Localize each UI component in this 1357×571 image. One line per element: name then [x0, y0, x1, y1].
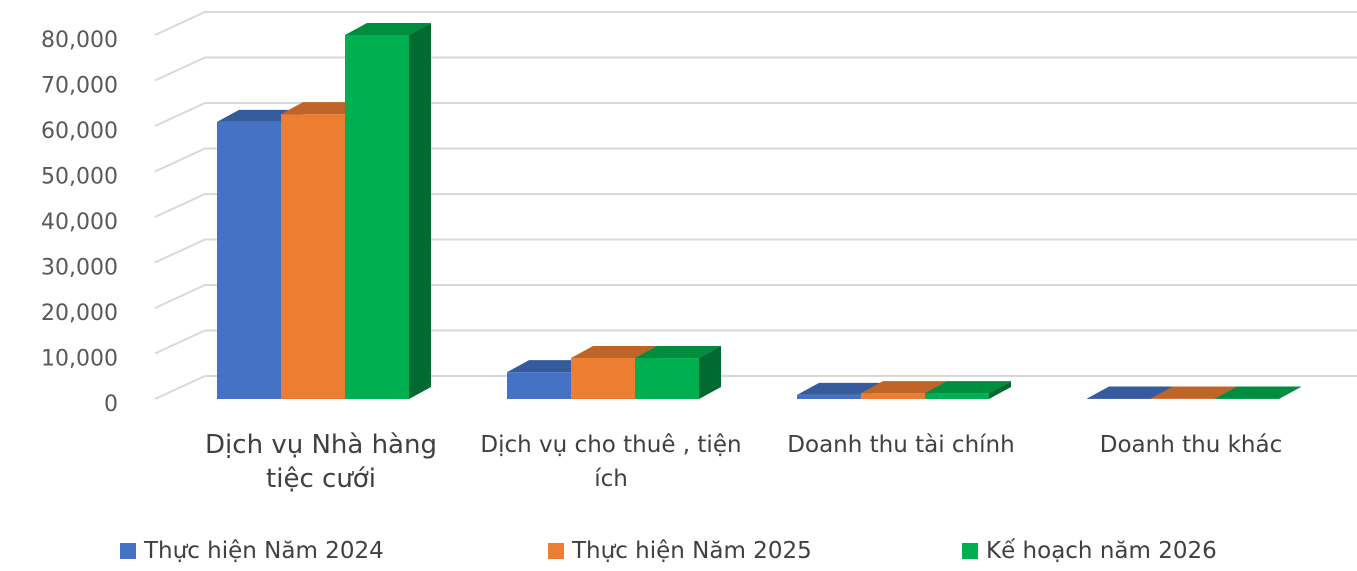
- legend-swatch: [120, 543, 136, 559]
- bar-side: [989, 381, 1011, 399]
- y-tick-label: 60,000: [41, 119, 118, 144]
- x-tick-label: Doanh thu khác: [1099, 432, 1283, 458]
- bar-front: [217, 121, 281, 399]
- bar: [635, 346, 721, 399]
- bar-top: [797, 382, 883, 395]
- bar-top: [345, 23, 431, 35]
- y-tick-label: 20,000: [41, 301, 118, 326]
- bar-front: [571, 358, 635, 399]
- bar-front: [507, 372, 571, 399]
- y-tick-label: 70,000: [41, 74, 118, 99]
- bar: [1215, 386, 1301, 399]
- grid-line: [154, 284, 1357, 309]
- grid-line: [154, 329, 1357, 355]
- bar-front: [345, 35, 409, 399]
- y-tick-label: 40,000: [41, 210, 118, 235]
- y-tick-label: 30,000: [41, 256, 118, 281]
- legend-swatch: [548, 543, 564, 559]
- bar-top: [861, 381, 947, 394]
- grid-line: [154, 147, 1357, 173]
- grid-line: [154, 11, 1357, 36]
- x-tick-label: Dịch vụ Nhà hàng tiệc cưới: [205, 430, 437, 494]
- legend-swatch: [962, 543, 978, 559]
- bar: [925, 381, 1011, 399]
- y-tick-label: 0: [104, 392, 118, 417]
- grid-line: [154, 56, 1357, 82]
- legend-item: Kế hoạch năm 2026: [962, 538, 1217, 564]
- bar-front: [861, 393, 925, 399]
- bar-top: [635, 346, 721, 359]
- x-tick-label: Dịch vụ cho thuê , tiện ích: [480, 432, 742, 492]
- y-tick-label: 10,000: [41, 347, 118, 372]
- x-tick-label: Doanh thu tài chính: [787, 432, 1015, 458]
- bar: [345, 23, 431, 399]
- bar-front: [635, 358, 699, 399]
- legend-item: Thực hiện Năm 2025: [548, 538, 812, 564]
- legend-label: Thực hiện Năm 2024: [144, 538, 384, 564]
- grid-line: [154, 193, 1357, 218]
- bar-front: [797, 394, 861, 399]
- legend-label: Thực hiện Năm 2025: [572, 538, 812, 564]
- bar-front: [281, 114, 345, 400]
- legend-item: Thực hiện Năm 2024: [120, 538, 384, 564]
- bar-side: [1279, 386, 1301, 399]
- grid-line: [154, 375, 1357, 400]
- bar-top: [925, 381, 1011, 394]
- bar-top: [1151, 386, 1237, 399]
- bar-side: [409, 23, 431, 399]
- y-tick-label: 80,000: [41, 28, 118, 53]
- legend-label: Kế hoạch năm 2026: [986, 538, 1217, 564]
- bar-front: [925, 393, 989, 399]
- y-tick-label: 50,000: [41, 165, 118, 190]
- bar-top: [1087, 386, 1173, 399]
- bar-side: [699, 346, 721, 399]
- bar-top: [1215, 386, 1301, 399]
- grid-line: [154, 102, 1357, 127]
- bar-top: [571, 346, 657, 359]
- grid-line: [154, 238, 1357, 264]
